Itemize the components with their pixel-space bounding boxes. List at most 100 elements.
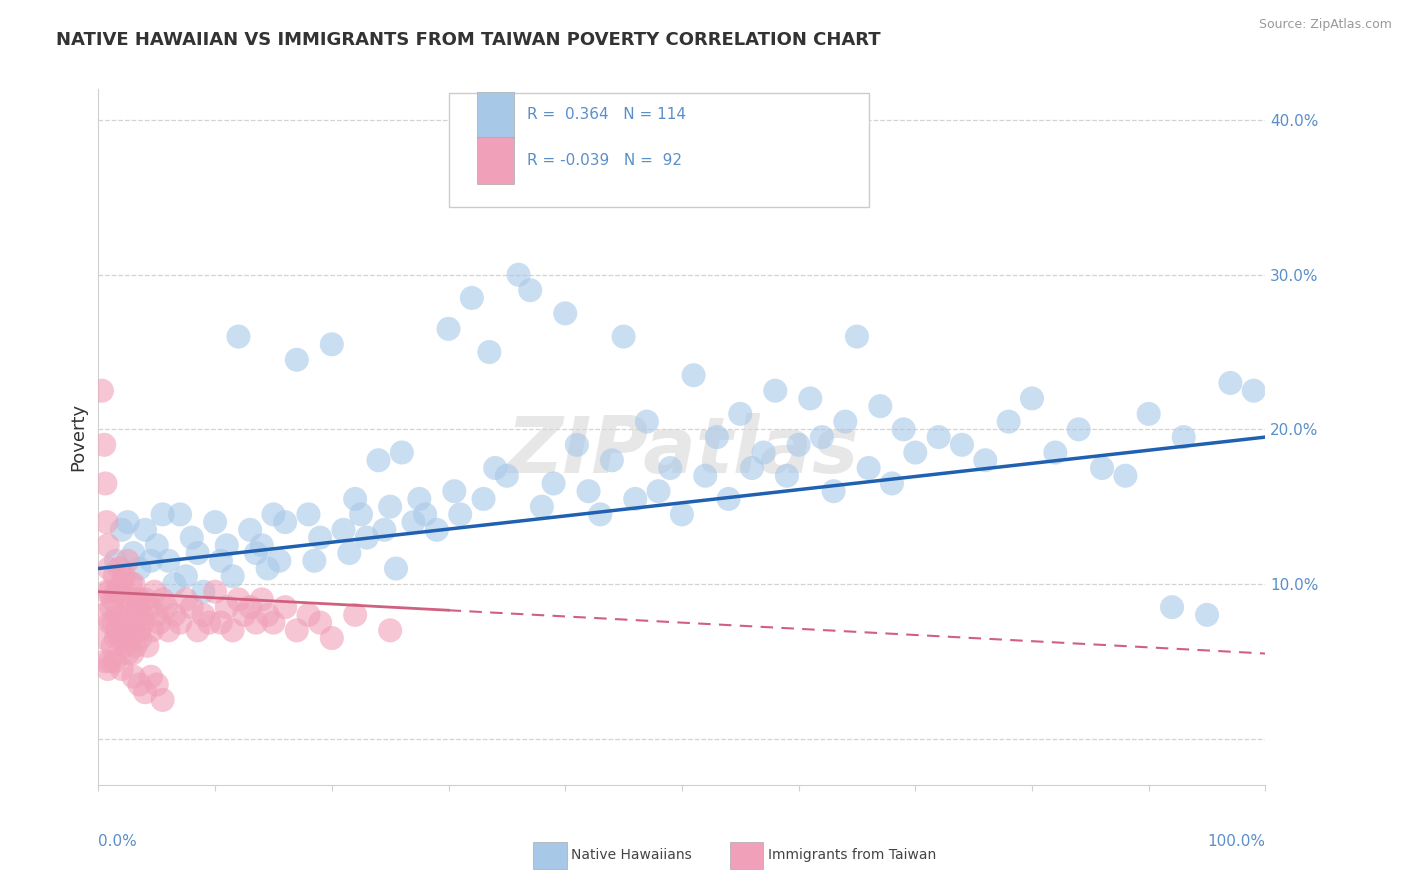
Point — [250, 538, 273, 552]
Point — [269, 554, 291, 568]
Point — [163, 607, 186, 622]
Point — [228, 329, 250, 343]
Point — [96, 515, 118, 529]
Point — [163, 577, 186, 591]
Point — [706, 430, 728, 444]
FancyBboxPatch shape — [449, 93, 869, 208]
Point — [495, 468, 517, 483]
Point — [169, 508, 191, 522]
Point — [974, 453, 997, 467]
Point — [600, 453, 623, 467]
Point — [193, 607, 215, 622]
Point — [245, 546, 267, 560]
Point — [1137, 407, 1160, 421]
Point — [378, 624, 402, 638]
Point — [120, 600, 142, 615]
Point — [285, 352, 308, 367]
Point — [530, 500, 553, 514]
Point — [787, 438, 810, 452]
Point — [262, 615, 284, 630]
Point — [94, 654, 117, 668]
Point — [402, 515, 425, 529]
Point — [122, 577, 145, 591]
Point — [950, 438, 973, 452]
Point — [108, 561, 131, 575]
Point — [344, 607, 367, 622]
Point — [115, 592, 138, 607]
Point — [413, 508, 436, 522]
Point — [134, 592, 156, 607]
Point — [139, 670, 162, 684]
Point — [256, 561, 278, 575]
Point — [157, 624, 180, 638]
Point — [127, 600, 149, 615]
Point — [893, 422, 915, 436]
Point — [730, 407, 752, 421]
Point — [880, 476, 903, 491]
Text: Source: ZipAtlas.com: Source: ZipAtlas.com — [1258, 18, 1392, 31]
Point — [297, 607, 319, 622]
Point — [823, 484, 845, 499]
Point — [221, 569, 243, 583]
Point — [337, 546, 360, 560]
Point — [484, 461, 506, 475]
Point — [93, 631, 115, 645]
Point — [717, 491, 740, 506]
Point — [104, 569, 127, 583]
Point — [101, 639, 124, 653]
Point — [121, 647, 143, 661]
Point — [612, 329, 634, 343]
Point — [443, 484, 465, 499]
Point — [904, 445, 927, 459]
Point — [103, 615, 125, 630]
Point — [209, 615, 232, 630]
Point — [122, 670, 145, 684]
Point — [297, 508, 319, 522]
Point — [449, 508, 471, 522]
Point — [90, 384, 112, 398]
FancyBboxPatch shape — [477, 137, 513, 184]
Text: NATIVE HAWAIIAN VS IMMIGRANTS FROM TAIWAN POVERTY CORRELATION CHART: NATIVE HAWAIIAN VS IMMIGRANTS FROM TAIWA… — [56, 31, 882, 49]
Point — [221, 624, 243, 638]
Point — [104, 654, 127, 668]
Point — [233, 607, 256, 622]
Point — [139, 600, 162, 615]
Point — [111, 523, 134, 537]
Point — [91, 607, 114, 622]
Point — [180, 600, 202, 615]
Point — [543, 476, 565, 491]
Point — [139, 554, 162, 568]
Point — [321, 337, 343, 351]
Point — [120, 577, 142, 591]
Point — [117, 554, 139, 568]
Point — [215, 600, 238, 615]
Point — [215, 538, 238, 552]
Text: ZIPatlas: ZIPatlas — [506, 413, 858, 489]
Point — [262, 508, 284, 522]
Point — [112, 615, 135, 630]
Point — [94, 476, 117, 491]
Point — [285, 624, 308, 638]
Point — [1173, 430, 1195, 444]
Point — [565, 438, 588, 452]
Point — [845, 329, 868, 343]
Point — [193, 584, 215, 599]
Point — [98, 654, 121, 668]
Point — [108, 584, 131, 599]
Point — [111, 577, 134, 591]
Point — [647, 484, 669, 499]
Point — [114, 639, 136, 653]
Point — [578, 484, 600, 499]
Point — [118, 624, 141, 638]
Point — [97, 561, 120, 575]
Point — [198, 615, 221, 630]
Point — [134, 523, 156, 537]
Point — [104, 554, 127, 568]
Text: 0.0%: 0.0% — [98, 834, 138, 848]
Point — [309, 531, 332, 545]
Point — [101, 592, 124, 607]
Point — [134, 685, 156, 699]
Point — [869, 399, 891, 413]
Point — [391, 445, 413, 459]
Point — [105, 607, 128, 622]
